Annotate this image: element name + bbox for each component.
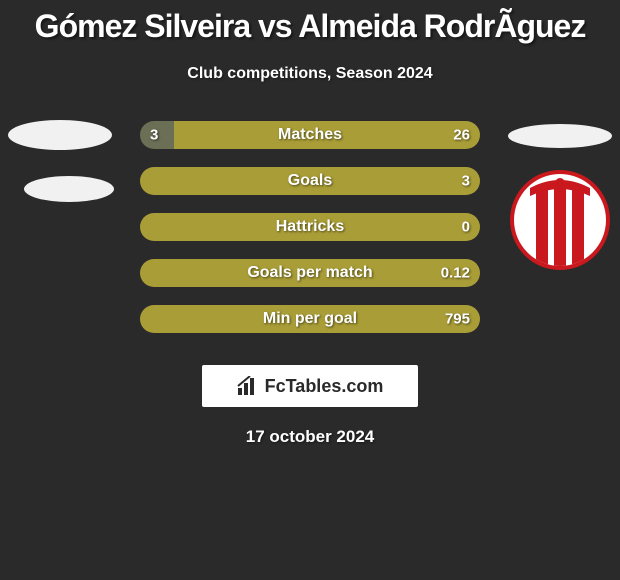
stat-bar: 795Min per goal xyxy=(140,305,480,333)
bar-chart-icon xyxy=(237,376,259,396)
stat-row: 3Goals xyxy=(0,167,620,213)
stat-row: 0Hattricks xyxy=(0,213,620,259)
stat-row: 3 26Matches xyxy=(0,121,620,167)
stat-value-right: 0.12 xyxy=(441,265,470,282)
branding-text: FcTables.com xyxy=(265,376,384,397)
stat-bar: 3 26Matches xyxy=(140,121,480,149)
stat-label: Hattricks xyxy=(140,218,480,236)
subtitle: Club competitions, Season 2024 xyxy=(0,65,620,83)
stat-row: 0.12Goals per match xyxy=(0,259,620,305)
stat-value-right: 26 xyxy=(453,127,470,144)
page-title: Gómez Silveira vs Almeida RodrÃ­guez xyxy=(0,0,620,45)
stat-value-right: 0 xyxy=(462,219,470,236)
stat-bar: 0.12Goals per match xyxy=(140,259,480,287)
stat-value-left: 3 xyxy=(150,127,158,144)
stat-label: Goals xyxy=(140,172,480,190)
stat-row: 795Min per goal xyxy=(0,305,620,351)
stat-label: Matches xyxy=(140,126,480,144)
stat-bar: 3Goals xyxy=(140,167,480,195)
branding-box: FcTables.com xyxy=(202,365,418,407)
stats-rows: 326Matches3Goals0Hattricks0.12Goals per … xyxy=(0,121,620,351)
stat-label: Goals per match xyxy=(140,264,480,282)
stat-value-right: 795 xyxy=(445,311,470,328)
infographic-date: 17 october 2024 xyxy=(0,427,620,447)
stat-value-right: 3 xyxy=(462,173,470,190)
stat-bar: 0Hattricks xyxy=(140,213,480,241)
stat-label: Min per goal xyxy=(140,310,480,328)
